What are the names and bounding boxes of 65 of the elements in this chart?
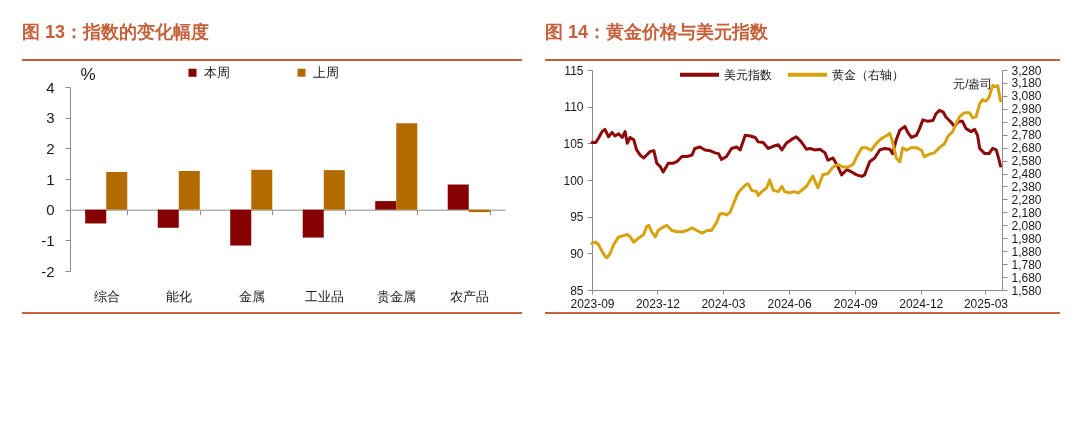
legend-label: 美元指数 <box>724 67 772 82</box>
y-tick-label: 105 <box>563 136 584 151</box>
y-tick-label: 0 <box>46 201 55 219</box>
x-tick-label: 2025-03 <box>963 296 1009 311</box>
y-tick-label: 85 <box>570 283 584 298</box>
bar <box>323 170 345 210</box>
bar <box>251 169 273 210</box>
x-tick-label: 2024-03 <box>701 296 746 311</box>
y-tick-label: 4 <box>46 78 55 96</box>
y-tick-label: 110 <box>564 100 584 115</box>
chart-title: 图 13：指数的变化幅度 <box>22 21 210 44</box>
y2-tick-label: 2,380 <box>1011 179 1042 194</box>
y2-tick-label: 2,680 <box>1011 141 1042 156</box>
x-tick-label: 2024-09 <box>833 296 879 311</box>
y-tick-label: 3 <box>46 109 55 127</box>
y2-tick-label: 2,980 <box>1011 102 1042 117</box>
legend-label: 上周 <box>313 64 339 80</box>
y2-tick-label: 2,080 <box>1011 218 1042 233</box>
y-tick-label: 2 <box>46 139 55 157</box>
y2-tick-label: 2,480 <box>1011 167 1042 182</box>
y2-tick-label: 2,180 <box>1011 205 1042 220</box>
y-axis-title: % <box>80 64 96 84</box>
x-tick-label: 2024-06 <box>767 296 812 311</box>
y-tick-label: 1 <box>46 170 55 188</box>
y-tick-label: 95 <box>570 210 584 225</box>
x-tick-label: 金属 <box>238 288 265 304</box>
y2-tick-label: 1,880 <box>1011 244 1042 259</box>
bar <box>178 171 200 210</box>
x-tick-label: 综合 <box>93 288 120 304</box>
legend-label: 本周 <box>204 64 230 80</box>
bar <box>106 171 128 210</box>
y2-axis-title: 元/盎司 <box>953 76 993 91</box>
y-tick-label: -1 <box>41 231 55 249</box>
y2-tick-label: 3,080 <box>1011 89 1042 104</box>
bar <box>157 209 179 228</box>
y2-tick-label: 2,280 <box>1011 192 1042 207</box>
bar <box>85 209 107 224</box>
x-tick-label: 贵金属 <box>377 288 417 304</box>
y2-tick-label: 1,780 <box>1011 257 1042 272</box>
x-tick-label: 农产品 <box>449 288 489 304</box>
x-tick-label: 2024-12 <box>899 296 944 311</box>
y2-tick-label: 2,580 <box>1011 154 1042 169</box>
y2-tick-label: 1,580 <box>1011 283 1042 298</box>
y-tick-label: -2 <box>41 262 55 280</box>
bar <box>396 123 418 210</box>
bar <box>302 209 324 238</box>
y2-tick-label: 2,880 <box>1011 115 1042 130</box>
y-tick-label: 100 <box>563 173 584 188</box>
line-series <box>590 108 1003 178</box>
y2-tick-label: 2,780 <box>1011 128 1042 143</box>
y-tick-label: 90 <box>570 246 584 261</box>
chart-title: 图 14：黄金价格与美元指数 <box>545 21 769 44</box>
y2-tick-label: 3,280 <box>1011 63 1042 78</box>
bar <box>447 184 469 210</box>
y2-tick-label: 1,980 <box>1011 231 1042 246</box>
x-tick-label: 能化 <box>166 288 193 304</box>
legend-label: 黄金（右轴） <box>832 67 904 82</box>
bar <box>230 209 252 246</box>
x-tick-label: 2023-12 <box>635 296 681 311</box>
y2-tick-label: 1,680 <box>1011 270 1042 285</box>
y2-tick-label: 3,180 <box>1011 76 1042 91</box>
x-tick-label: 2023-09 <box>570 296 615 311</box>
x-tick-label: 工业品 <box>304 288 344 304</box>
bar <box>375 201 397 210</box>
y-tick-label: 115 <box>564 63 584 78</box>
